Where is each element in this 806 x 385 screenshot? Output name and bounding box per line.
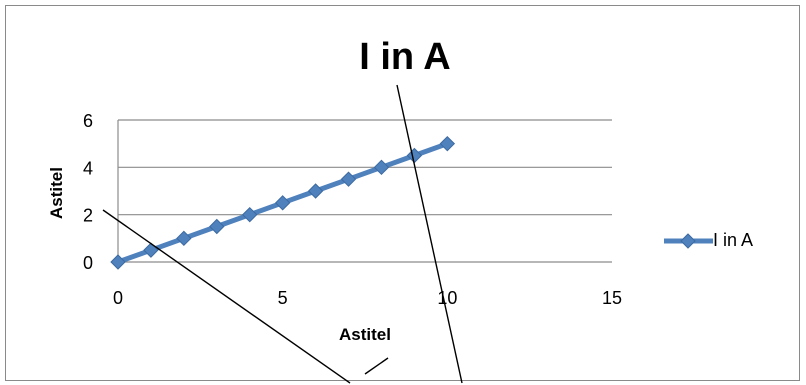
y-axis-label: Astitel — [47, 167, 66, 219]
y-tick-4: 4 — [83, 158, 93, 178]
data-point — [340, 171, 357, 187]
x-tick-labels: 0 5 10 15 — [113, 288, 622, 308]
data-point — [406, 147, 423, 164]
chart-frame — [5, 5, 800, 381]
data-point — [274, 195, 291, 211]
x-tick-5: 5 — [278, 288, 288, 308]
data-point — [373, 159, 390, 176]
data-point — [307, 183, 324, 199]
y-tick-2: 2 — [83, 206, 93, 226]
annotation-line-title — [396, 84, 463, 384]
data-point — [242, 206, 258, 223]
grid-lines — [117, 119, 612, 263]
legend — [664, 233, 713, 249]
x-axis-label: Astitel — [339, 325, 391, 344]
x-tick-0: 0 — [113, 288, 123, 308]
annotation-lines — [102, 84, 463, 384]
legend-marker — [680, 233, 696, 249]
y-tick-labels: 0 2 4 6 — [83, 111, 93, 273]
y-tick-6: 6 — [83, 111, 93, 131]
annotation-line-xlabel — [364, 357, 389, 375]
data-point — [143, 242, 159, 258]
chart-title: I in A — [359, 36, 451, 78]
annotation-line-ylabel — [102, 209, 351, 384]
y-tick-0: 0 — [83, 253, 93, 273]
x-tick-10: 10 — [437, 288, 457, 308]
data-point — [110, 254, 126, 270]
x-tick-15: 15 — [602, 288, 622, 308]
series-i-in-a — [110, 135, 456, 270]
data-point — [439, 135, 456, 152]
legend-label: I in A — [713, 230, 754, 250]
data-point — [209, 218, 225, 235]
data-point — [176, 230, 192, 247]
